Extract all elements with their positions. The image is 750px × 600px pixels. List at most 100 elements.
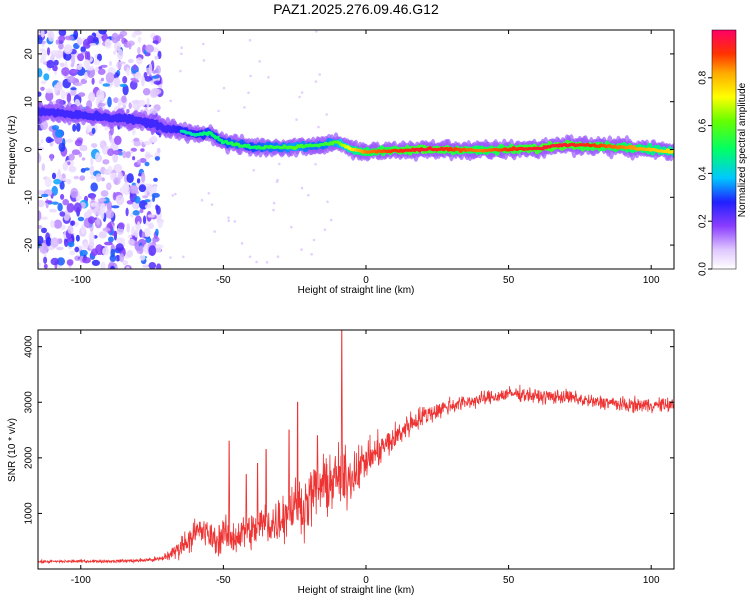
noise-blob — [60, 89, 66, 100]
noise-blob — [38, 235, 44, 246]
noise-blob — [66, 93, 72, 103]
noise-blob — [300, 186, 304, 190]
noise-blob — [141, 76, 145, 87]
chart-title: PAZ1.2025.276.09.46.G12 — [273, 1, 439, 17]
noise-blob — [295, 118, 298, 121]
noise-blob — [132, 64, 138, 71]
noise-blob — [95, 66, 99, 72]
noise-blob — [90, 182, 98, 192]
noise-blob — [126, 223, 130, 233]
spectrogram-y-label: Frequency (Hz) — [7, 116, 18, 185]
colorbar-tick-label: 0.2 — [698, 214, 709, 228]
noise-blob — [50, 220, 55, 228]
noise-blob — [57, 203, 63, 212]
noise-blob — [152, 40, 159, 44]
noise-blob — [81, 157, 86, 161]
noise-blob — [276, 178, 279, 182]
noise-blob — [104, 241, 113, 246]
noise-blob — [142, 215, 147, 225]
x-tick-label: -100 — [71, 575, 91, 586]
noise-blob — [39, 242, 48, 254]
noise-blob — [131, 103, 138, 109]
noise-blob — [54, 129, 64, 138]
noise-blob — [70, 87, 77, 91]
colorbar-gradient — [711, 29, 737, 270]
noise-blob — [89, 165, 95, 176]
noise-blob — [100, 203, 106, 214]
noise-blob — [57, 169, 61, 177]
noise-blob — [76, 64, 82, 71]
noise-blob — [265, 261, 269, 264]
noise-blob — [59, 181, 65, 190]
noise-blob — [307, 193, 310, 197]
noise-blob — [95, 244, 104, 256]
y-tick-label: 4000 — [24, 335, 35, 358]
noise-blob — [79, 144, 88, 152]
noise-blob — [122, 182, 130, 191]
noise-blob — [82, 38, 92, 49]
noise-blob — [114, 135, 122, 145]
noise-blob — [119, 83, 128, 88]
noise-blob — [96, 89, 105, 101]
noise-blob — [56, 246, 64, 251]
noise-blob — [68, 165, 77, 173]
snr-y-label: SNR (10 * v/v) — [7, 418, 18, 482]
noise-blob — [329, 218, 333, 222]
noise-blob — [83, 59, 90, 69]
noise-blob — [52, 65, 58, 72]
noise-blob — [39, 48, 45, 52]
noise-blob — [84, 167, 90, 171]
noise-blob — [38, 142, 41, 147]
noise-blob — [91, 127, 96, 134]
spectrogram-y-ticks: -20 -10 0 10 20 — [24, 48, 674, 252]
noise-blob — [139, 208, 144, 214]
noise-blob — [130, 212, 134, 218]
noise-blob — [59, 62, 65, 67]
noise-blob — [154, 244, 162, 254]
noise-blob — [312, 238, 316, 242]
noise-blob — [75, 197, 80, 202]
noise-blob — [91, 143, 98, 148]
x-tick-label: 100 — [643, 275, 660, 286]
noise-blob — [243, 106, 246, 109]
noise-blob — [314, 80, 318, 83]
noise-blob — [115, 254, 121, 262]
noise-blob — [315, 30, 318, 33]
noise-blob — [62, 178, 68, 182]
noise-blob — [155, 204, 159, 211]
colorbar-tick-label: 0.0 — [698, 262, 709, 276]
noise-blob — [298, 95, 301, 99]
noise-blob — [144, 204, 151, 209]
noise-blob — [132, 79, 140, 83]
noise-blob — [141, 172, 146, 183]
y-tick-label: 1000 — [24, 502, 35, 525]
noise-blob — [95, 173, 102, 182]
noise-blob — [252, 169, 256, 172]
noise-blob — [255, 260, 258, 264]
noise-blob — [83, 241, 89, 250]
noise-blob — [122, 84, 129, 96]
colorbar-tick-label: 0.4 — [698, 166, 709, 180]
noise-blob — [44, 176, 52, 188]
noise-blob — [82, 257, 91, 264]
noise-blob — [131, 100, 141, 104]
noise-blob — [58, 142, 66, 152]
noise-blob — [65, 138, 73, 143]
noise-blob — [63, 44, 73, 55]
noise-blob — [154, 55, 159, 60]
noise-blob — [152, 88, 162, 95]
noise-blob — [45, 236, 52, 247]
noise-blob — [318, 73, 322, 76]
noise-blob — [202, 59, 206, 62]
noise-blob — [207, 192, 211, 195]
noise-blob — [157, 220, 163, 229]
noise-blob — [323, 228, 327, 232]
noise-blob — [249, 74, 252, 78]
noise-blob — [61, 67, 70, 77]
noise-blob — [45, 88, 53, 94]
noise-blob — [112, 191, 117, 201]
noise-blob — [100, 190, 109, 197]
noise-blob — [38, 153, 42, 164]
y-tick-label: -10 — [24, 190, 35, 205]
noise-blob — [43, 263, 48, 269]
